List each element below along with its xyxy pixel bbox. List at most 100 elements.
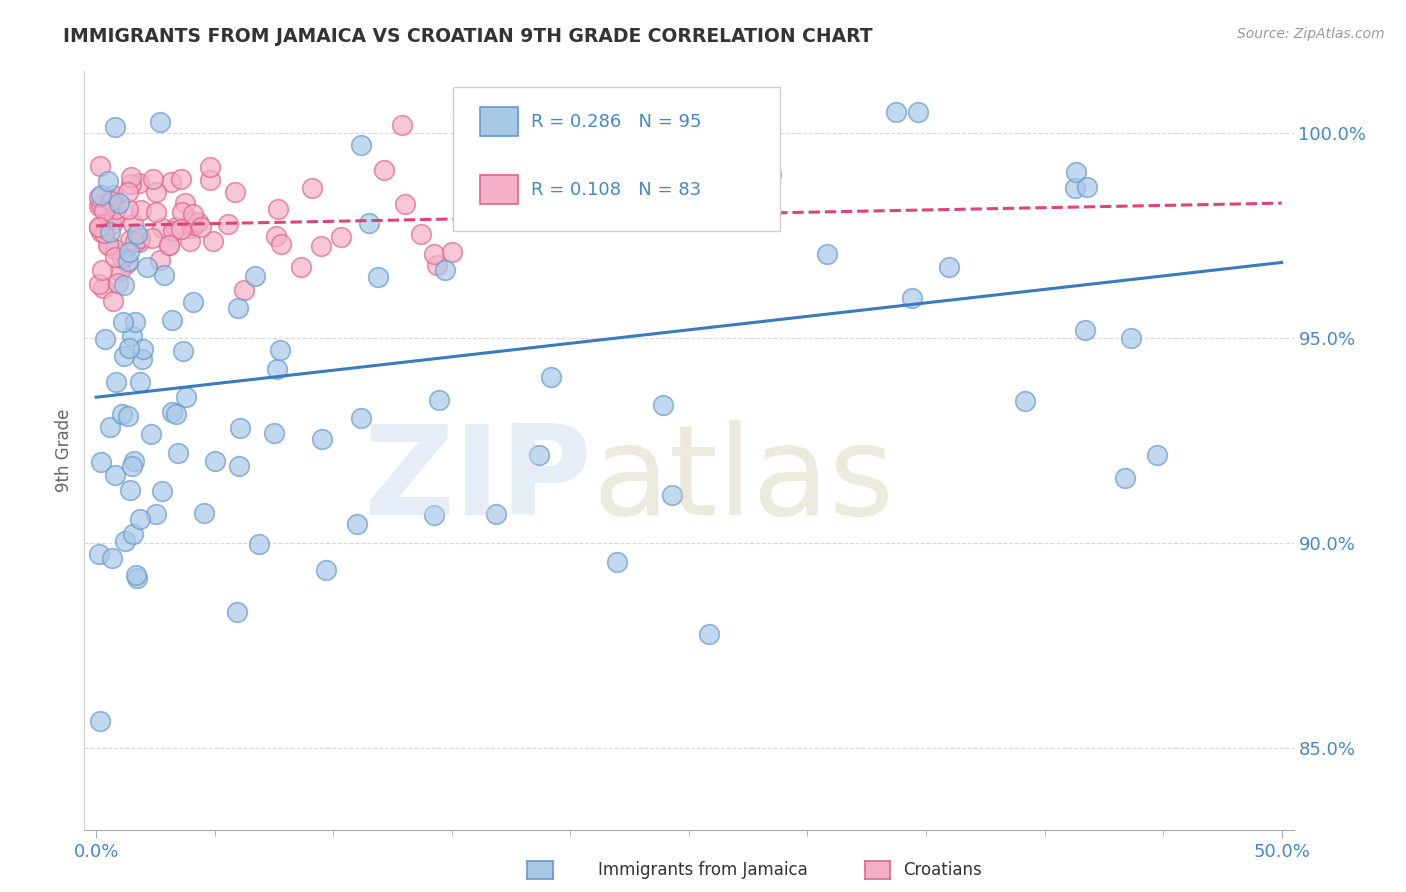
- Point: [121, 527, 143, 541]
- Point: [139, 426, 162, 441]
- Point: [149, 115, 172, 129]
- FancyBboxPatch shape: [453, 87, 780, 230]
- Point: [225, 605, 247, 619]
- Point: [815, 247, 838, 261]
- Point: [267, 202, 290, 217]
- Text: R = 0.108   N = 83: R = 0.108 N = 83: [530, 181, 700, 200]
- Point: [105, 375, 128, 389]
- Point: [93, 203, 115, 218]
- Point: [938, 260, 960, 275]
- Point: [131, 351, 153, 366]
- Point: [122, 217, 145, 231]
- Point: [157, 238, 180, 252]
- Point: [453, 105, 475, 120]
- Point: [118, 341, 141, 355]
- Point: [160, 405, 183, 419]
- Point: [174, 196, 197, 211]
- Point: [1119, 330, 1142, 344]
- Point: [661, 488, 683, 502]
- Point: [315, 563, 337, 577]
- Point: [174, 390, 197, 404]
- Point: [100, 194, 122, 209]
- Point: [87, 199, 110, 213]
- Point: [160, 175, 183, 189]
- Point: [145, 204, 167, 219]
- Point: [180, 221, 202, 235]
- Point: [91, 281, 114, 295]
- Text: IMMIGRANTS FROM JAMAICA VS CROATIAN 9TH GRADE CORRELATION CHART: IMMIGRANTS FROM JAMAICA VS CROATIAN 9TH …: [63, 27, 873, 45]
- Point: [103, 293, 125, 308]
- Point: [190, 220, 212, 235]
- Point: [266, 361, 288, 376]
- Point: [120, 178, 142, 192]
- Text: Immigrants from Jamaica: Immigrants from Jamaica: [598, 861, 808, 879]
- Point: [108, 264, 131, 278]
- Point: [651, 398, 673, 412]
- Point: [540, 370, 562, 384]
- Point: [121, 329, 143, 343]
- Point: [112, 315, 135, 329]
- Point: [350, 138, 373, 153]
- Point: [117, 185, 139, 199]
- Point: [104, 467, 127, 482]
- Point: [247, 537, 270, 551]
- Point: [100, 225, 122, 239]
- Point: [217, 217, 239, 231]
- Point: [111, 407, 134, 421]
- Point: [162, 224, 184, 238]
- Point: [128, 235, 150, 249]
- Text: Source: ZipAtlas.com: Source: ZipAtlas.com: [1237, 27, 1385, 41]
- Point: [111, 251, 134, 265]
- Point: [150, 484, 173, 499]
- Point: [170, 172, 193, 186]
- Point: [264, 228, 287, 243]
- Point: [90, 455, 112, 469]
- Point: [181, 295, 204, 310]
- Point: [427, 392, 450, 407]
- Point: [125, 568, 148, 582]
- Point: [103, 209, 125, 223]
- Point: [115, 256, 138, 270]
- Point: [270, 237, 292, 252]
- Point: [357, 215, 380, 229]
- Point: [100, 551, 122, 566]
- Point: [124, 235, 146, 249]
- Text: R = 0.286   N = 95: R = 0.286 N = 95: [530, 113, 702, 131]
- Point: [100, 194, 122, 208]
- Point: [440, 244, 463, 259]
- Point: [761, 167, 783, 181]
- Point: [434, 263, 457, 277]
- Point: [1114, 471, 1136, 485]
- Point: [132, 342, 155, 356]
- Point: [1074, 323, 1097, 337]
- Point: [485, 507, 508, 521]
- Point: [101, 188, 124, 202]
- Point: [129, 231, 152, 245]
- Point: [228, 459, 250, 474]
- Point: [120, 170, 142, 185]
- Point: [350, 411, 373, 425]
- Point: [117, 202, 139, 216]
- Point: [124, 315, 146, 329]
- Point: [101, 217, 124, 231]
- Point: [128, 176, 150, 190]
- Point: [98, 238, 121, 252]
- Point: [145, 185, 167, 199]
- Point: [87, 220, 110, 235]
- Point: [534, 105, 557, 120]
- Text: atlas: atlas: [592, 420, 894, 541]
- Point: [394, 197, 416, 211]
- Text: ZIP: ZIP: [364, 420, 592, 541]
- Point: [90, 187, 112, 202]
- Point: [112, 278, 135, 293]
- Point: [243, 269, 266, 284]
- Point: [200, 173, 222, 187]
- Point: [135, 260, 157, 275]
- Point: [104, 202, 127, 217]
- Point: [657, 155, 679, 169]
- Point: [198, 160, 221, 174]
- Point: [97, 174, 120, 188]
- Point: [426, 258, 449, 272]
- Point: [122, 454, 145, 468]
- Text: Croatians: Croatians: [903, 861, 981, 879]
